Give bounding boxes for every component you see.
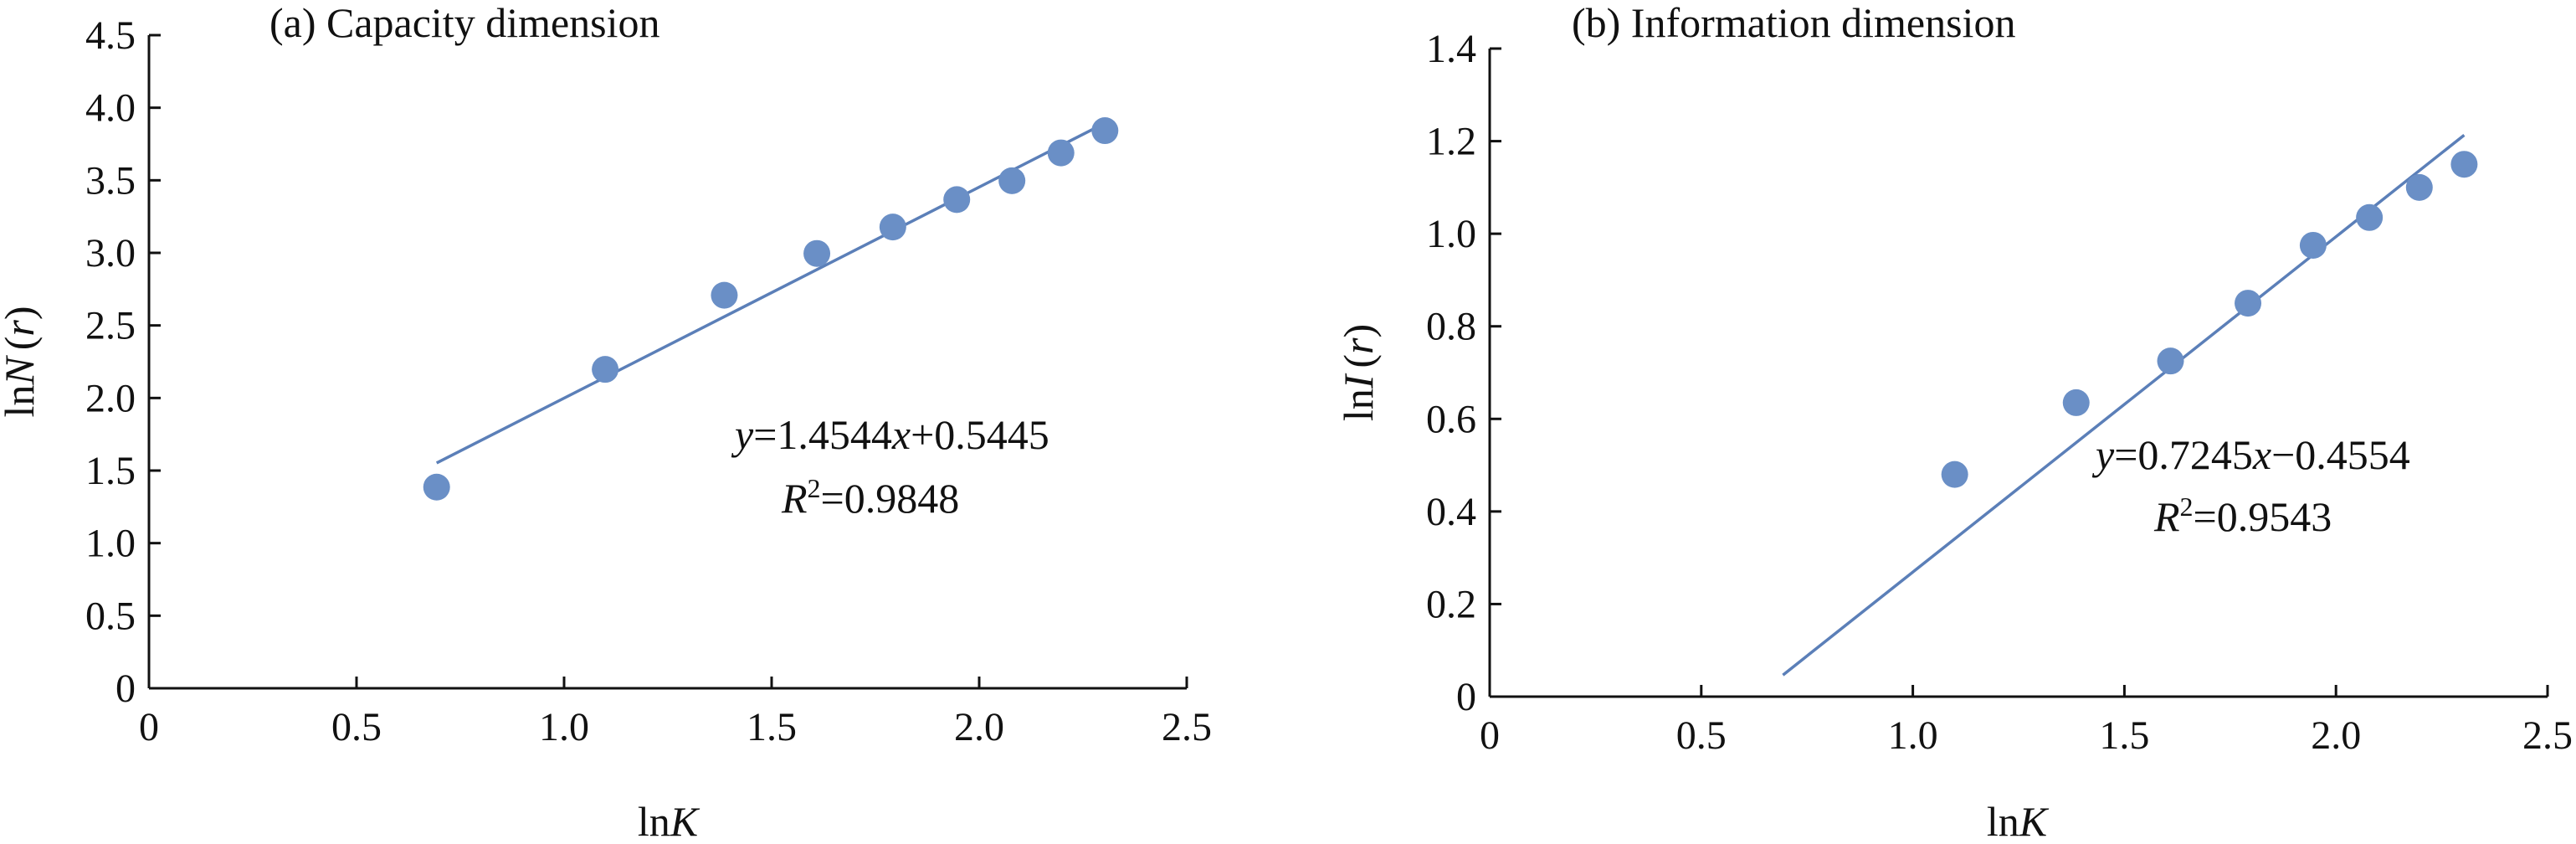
data-point — [803, 239, 831, 267]
x-axis-title-a: lnK — [638, 798, 700, 844]
x-axis-title-b: lnK — [1987, 798, 2050, 844]
data-point — [2405, 173, 2433, 201]
y-axis-title-a: lnN(r) — [0, 306, 43, 417]
data-point — [998, 167, 1026, 194]
data-point — [943, 186, 971, 214]
panel-title-b: (b) Information dimension — [1572, 0, 2015, 46]
y-tick-label: 4.0 — [85, 86, 136, 131]
x-tick-label: 0 — [1480, 713, 1500, 758]
x-tick-label: 1.0 — [1888, 713, 1938, 758]
x-axis-b: 0 0.5 1.0 1.5 2.0 2.5 — [1480, 685, 2573, 758]
data-point — [2235, 290, 2262, 317]
x-tick-label: 1.5 — [2099, 713, 2149, 758]
data-point — [592, 356, 619, 383]
y-tick-label: 0.2 — [1426, 582, 1476, 626]
x-tick-label: 2.5 — [2522, 713, 2573, 758]
x-tick-label: 0.5 — [331, 705, 382, 749]
data-point — [423, 473, 450, 501]
y-axis-b: 0 0.2 0.4 0.6 0.8 1.0 1.2 1.4 — [1426, 27, 1501, 719]
x-tick-label: 1.0 — [539, 705, 589, 749]
data-point — [2356, 203, 2384, 231]
x-tick-label: 1.5 — [747, 705, 797, 749]
x-axis-a: 0 0.5 1.0 1.5 2.0 2.5 — [139, 677, 1212, 749]
data-point — [711, 281, 738, 309]
data-point — [879, 214, 906, 241]
regression-line — [1782, 133, 2466, 677]
data-point — [2299, 231, 2327, 259]
y-tick-label: 3.0 — [85, 231, 136, 275]
regression-equation-b: y=0.7245x−0.4554 — [2091, 431, 2410, 478]
y-tick-label: 1.2 — [1426, 120, 1476, 164]
y-tick-label: 1.0 — [85, 522, 136, 566]
x-tick-label: 0 — [139, 705, 159, 749]
data-point — [1941, 461, 1968, 488]
y-tick-label: 1.4 — [1426, 27, 1476, 71]
y-tick-label: 0.8 — [1426, 305, 1476, 349]
r-squared-a: R2=0.9848 — [781, 473, 959, 522]
y-tick-label: 0 — [115, 666, 136, 711]
y-tick-label: 0.6 — [1426, 397, 1476, 441]
data-point — [2062, 389, 2090, 416]
y-axis-a: 0 0.5 1.0 1.5 2.0 2.5 3.0 3.5 4.0 4.5 — [85, 13, 161, 711]
x-tick-label: 2.0 — [954, 705, 1004, 749]
y-tick-label: 0.4 — [1426, 490, 1476, 534]
y-axis-title-b: lnI(r) — [1335, 324, 1382, 421]
y-tick-label: 0.5 — [85, 594, 136, 638]
y-tick-label: 1.0 — [1426, 212, 1476, 256]
regression-line — [435, 121, 1106, 465]
y-tick-label: 2.0 — [85, 376, 136, 420]
panel-information-dimension: (b) Information dimension 0 0.2 0.4 0.6 0.8 1… — [1335, 0, 2573, 844]
panel-capacity-dimension: (a) Capacity dimension 0 0.5 1.0 1.5 2.0 2.5 3… — [0, 0, 1212, 844]
x-tick-label: 2.0 — [2311, 713, 2361, 758]
y-tick-label: 2.5 — [85, 304, 136, 348]
panel-title-a: (a) Capacity dimension — [269, 0, 660, 46]
data-point — [1047, 139, 1075, 167]
data-point — [2450, 151, 2478, 178]
y-tick-label: 4.5 — [85, 13, 136, 58]
y-tick-label: 0 — [1456, 675, 1476, 719]
data-point — [2157, 347, 2184, 375]
data-point — [1091, 117, 1119, 145]
x-tick-label: 0.5 — [1676, 713, 1727, 758]
regression-equation-a: y=1.4544x+0.5445 — [731, 411, 1049, 458]
r-squared-b: R2=0.9543 — [2153, 491, 2332, 540]
y-tick-label: 1.5 — [85, 449, 136, 493]
x-tick-label: 2.5 — [1162, 705, 1212, 749]
y-tick-label: 3.5 — [85, 158, 136, 203]
